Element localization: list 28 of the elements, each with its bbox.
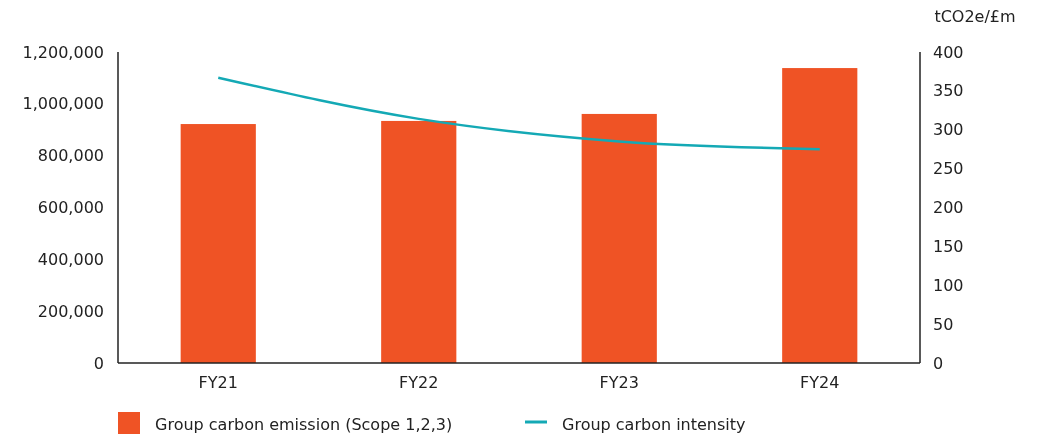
y2-tick-label: 50	[933, 314, 954, 334]
y2-tick-label: 350	[933, 81, 964, 101]
y2-axis-title: tCO2e/£m	[934, 7, 1016, 26]
line-series	[217, 76, 821, 151]
legend-label: Group carbon emission (Scope 1,2,3)	[155, 414, 453, 434]
y2-tick-label: 400	[933, 42, 964, 62]
y-tick-label: 400,000	[37, 249, 104, 269]
y-tick-label: 200,000	[37, 301, 104, 321]
x-tick-label: FY22	[399, 373, 439, 392]
bar	[381, 120, 457, 363]
y2-tick-label: 0	[933, 353, 944, 373]
bar	[782, 68, 858, 363]
x-tick-label: FY23	[599, 373, 639, 392]
y2-tick-label: 100	[933, 275, 964, 295]
y-tick-label: 600,000	[37, 198, 104, 218]
legend-label: Group carbon intensity	[562, 414, 746, 434]
y2-tick-label: 200	[933, 198, 964, 218]
x-tick-label: FY21	[198, 373, 238, 392]
y-tick-label: 0	[93, 353, 104, 373]
x-tick-label: FY24	[800, 373, 840, 392]
y-tick-label: 1,000,000	[22, 94, 104, 114]
y2-tick-label: 150	[933, 236, 964, 256]
y-tick-label: 1,200,000	[22, 42, 104, 62]
bar	[581, 113, 657, 363]
y-tick-label: 800,000	[37, 146, 104, 166]
y2-tick-label: 300	[933, 120, 964, 140]
y2-tick-label: 250	[933, 159, 964, 179]
bar	[180, 124, 256, 363]
